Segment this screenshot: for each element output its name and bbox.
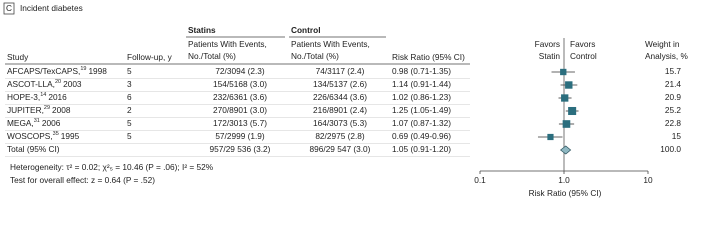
favors-label: Favors <box>570 39 595 49</box>
rr-label: 1.25 (1.05-1.49) <box>392 105 451 115</box>
control-events: 134/5137 (2.6) <box>313 79 367 89</box>
favors-label: Favors <box>535 39 560 49</box>
study-name: WOSCOPS,35 1995 <box>7 131 80 141</box>
study-name: JUPITER,29 2008 <box>7 105 71 115</box>
column-header: Follow-up, y <box>127 52 173 62</box>
estimate-square <box>547 133 554 141</box>
study-label: HOPE-3, <box>7 92 40 102</box>
control-events: 896/29 547 (3.0) <box>310 144 371 154</box>
weight: 20.9 <box>665 92 682 102</box>
column-header: No./Total (%) <box>291 51 339 61</box>
statins-events: 154/5168 (3.0) <box>213 79 267 89</box>
column-header: Patients With Events, <box>188 39 267 49</box>
chart-title: Incident diabetes <box>20 3 83 13</box>
study-ref: 31 <box>34 118 40 124</box>
study-year: 1995 <box>61 131 80 141</box>
estimate-square <box>560 68 567 76</box>
statins-events: 957/29 536 (3.2) <box>210 144 271 154</box>
study-label: WOSCOPS, <box>7 131 53 141</box>
study-year: 2016 <box>48 92 67 102</box>
study-year: 1998 <box>88 66 107 76</box>
estimate-square <box>565 81 573 89</box>
statins-events: 172/3013 (5.7) <box>213 118 267 128</box>
column-header: Patients With Events, <box>291 39 370 49</box>
study-label: JUPITER, <box>7 105 44 115</box>
study-ref: 14 <box>40 92 46 98</box>
control-events: 226/6344 (3.6) <box>313 92 367 102</box>
rr-label: 0.69 (0.49-0.96) <box>392 131 451 141</box>
study-name: HOPE-3,14 2016 <box>7 92 67 102</box>
rr-label: 0.98 (0.71-1.35) <box>392 66 451 76</box>
statins-events: 270/8901 (3.0) <box>213 105 267 115</box>
favors-label: Statin <box>539 51 561 61</box>
x-tick-label: 0.1 <box>474 175 486 185</box>
follow-up: 5 <box>127 118 132 128</box>
weight: 15 <box>672 131 682 141</box>
column-header: No./Total (%) <box>188 51 236 61</box>
study-year: 2008 <box>52 105 71 115</box>
statins-events: 72/3094 (2.3) <box>215 66 265 76</box>
follow-up: 3 <box>127 79 132 89</box>
rr-label: 1.05 (0.91-1.20) <box>392 144 451 154</box>
weight: 22.8 <box>665 118 682 128</box>
study-ref: 19 <box>80 66 86 72</box>
study-label: MEGA, <box>7 118 34 128</box>
control-events: 164/3073 (5.3) <box>313 118 367 128</box>
study-year: 2003 <box>63 79 82 89</box>
pooled-diamond <box>559 145 572 155</box>
group-header: Statins <box>188 25 216 35</box>
overall-effect: Test for overall effect: z = 0.64 (P = .… <box>10 175 155 185</box>
study-label: ASCOT-LLA, <box>7 79 55 89</box>
statins-events: 232/6361 (3.6) <box>213 92 267 102</box>
column-header: Risk Ratio (95% CI) <box>392 52 465 62</box>
column-header: Study <box>7 52 29 62</box>
follow-up: 2 <box>127 105 132 115</box>
panel-box <box>3 2 15 15</box>
follow-up: 5 <box>127 131 132 141</box>
weight: 15.7 <box>665 66 682 76</box>
x-tick-label: 10 <box>643 175 653 185</box>
control-events: 74/3117 (2.4) <box>316 66 365 76</box>
control-events: 216/8901 (2.4) <box>313 105 367 115</box>
weight: 25.2 <box>665 105 682 115</box>
study-ref: 35 <box>53 131 59 137</box>
study-name: Total (95% CI) <box>7 144 60 154</box>
column-header: Analysis, % <box>645 51 689 61</box>
estimate-square <box>568 106 577 116</box>
x-tick-label: 1.0 <box>558 175 570 185</box>
forest-plot: C Incident diabetes Statins Control Stud… <box>3 2 689 198</box>
study-ref: 20 <box>55 79 61 85</box>
statins-events: 57/2999 (1.9) <box>215 131 265 141</box>
follow-up: 6 <box>127 92 132 102</box>
group-header: Control <box>291 25 321 35</box>
follow-up: 5 <box>127 66 132 76</box>
rr-label: 1.07 (0.87-1.32) <box>392 118 451 128</box>
x-axis-label: Risk Ratio (95% CI) <box>529 188 602 198</box>
rr-label: 1.02 (0.86-1.23) <box>392 92 451 102</box>
column-header: Weight in <box>645 39 680 49</box>
weight: 21.4 <box>665 79 682 89</box>
study-name: ASCOT-LLA,20 2003 <box>7 79 82 89</box>
favors-label: Control <box>570 51 597 61</box>
study-year: 2006 <box>42 118 61 128</box>
study-label: AFCAPS/TexCAPS, <box>7 66 80 76</box>
study-name: MEGA,31 2006 <box>7 118 61 128</box>
weight: 100.0 <box>660 144 681 154</box>
estimate-square <box>561 94 569 102</box>
study-ref: 29 <box>44 105 50 111</box>
rr-label: 1.14 (0.91-1.44) <box>392 79 451 89</box>
estimate-square <box>562 120 571 128</box>
control-events: 82/2975 (2.8) <box>315 131 365 141</box>
panel-label: C <box>6 3 12 13</box>
study-name: AFCAPS/TexCAPS,19 1998 <box>7 66 107 76</box>
heterogeneity: Heterogeneity: τ² = 0.02; χ²₅ = 10.46 (P… <box>10 162 214 172</box>
